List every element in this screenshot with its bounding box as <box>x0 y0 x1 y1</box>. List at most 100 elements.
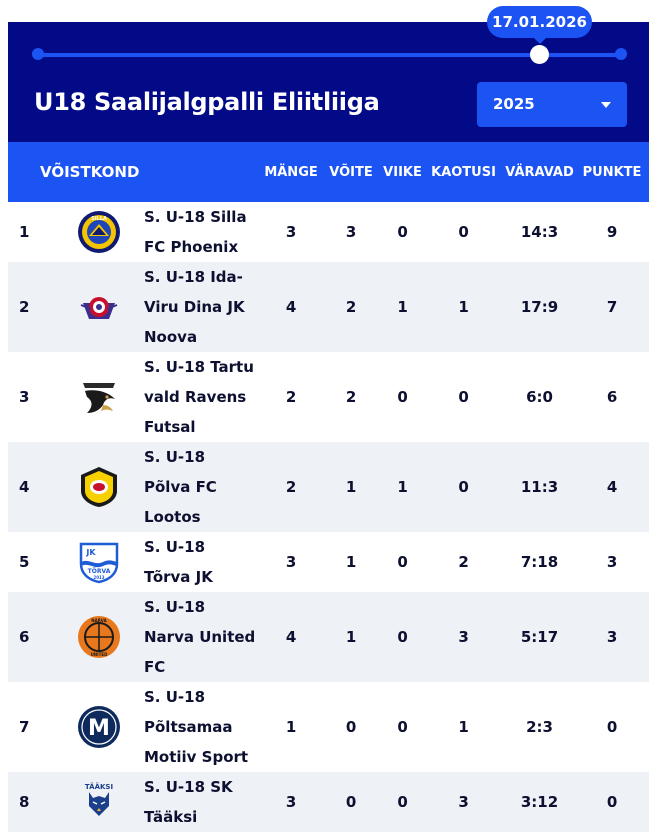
stat-goals: 14:3 <box>520 223 559 241</box>
stat-played: 2 <box>285 478 297 496</box>
team-logo-cell: TÄÄKSI <box>54 772 144 832</box>
table-row[interactable]: 5 JK TÕRVA 2013 S. U-18 Tõrva JK 3 1 <box>8 532 650 592</box>
stat-won: 1 <box>345 553 357 571</box>
chevron-down-icon <box>601 102 611 108</box>
team-name[interactable]: S. U-18 Narva United FC <box>144 598 256 676</box>
stat-points: 0 <box>606 718 618 736</box>
row-position: 5 <box>19 553 30 571</box>
col-header-lost[interactable]: KAOTUSI <box>431 164 496 180</box>
stat-played: 3 <box>285 223 297 241</box>
stat-goals: 7:18 <box>520 553 559 571</box>
shield-icon: JK TÕRVA 2013 <box>77 540 121 584</box>
team-logo-cell <box>54 442 144 532</box>
table-row[interactable]: 7 M S. U-18 Põltsamaa Motiiv Sport 1 0 0… <box>8 682 650 772</box>
stat-lost: 3 <box>458 628 469 646</box>
stat-drawn: 0 <box>397 223 408 241</box>
team-logo-cell: NARVA UNITED <box>54 592 144 682</box>
date-slider-handle[interactable] <box>530 45 549 64</box>
row-position: 4 <box>19 478 30 496</box>
stat-won: 0 <box>345 793 357 811</box>
stat-goals: 2:3 <box>526 718 553 736</box>
row-position: 1 <box>19 223 30 241</box>
row-position: 7 <box>19 718 30 736</box>
col-header-goals[interactable]: VÄRAVAD <box>505 164 574 180</box>
col-header-won[interactable]: VÕITE <box>329 164 373 180</box>
stat-drawn: 0 <box>397 553 408 571</box>
stat-points: 4 <box>606 478 618 496</box>
stat-won: 0 <box>345 718 357 736</box>
motiiv-logo-letter: M <box>88 716 110 741</box>
torva-logo-year: 2013 <box>93 575 104 580</box>
date-slider-start[interactable] <box>32 48 44 60</box>
row-position: 6 <box>19 628 30 646</box>
torva-logo-top: JK <box>85 548 96 557</box>
stat-goals: 17:9 <box>520 298 559 316</box>
stat-points: 7 <box>606 298 618 316</box>
table-header-row: VÕISTKOND MÄNGE VÕITE VIIKE KAOTUSI VÄRA… <box>8 142 650 202</box>
table-row[interactable]: 8 TÄÄKSI S. U-18 SK Tääksi 3 0 0 3 <box>8 772 650 832</box>
stat-goals: 11:3 <box>520 478 559 496</box>
col-header-drawn[interactable]: VIIKE <box>383 164 422 180</box>
silla-logo-text: SILLA <box>91 216 107 222</box>
team-logo-cell: JK TÕRVA 2013 <box>54 532 144 592</box>
team-logo-cell: SILLA <box>54 202 144 262</box>
table-row[interactable]: 4 S. U-18 Põlva FC Lootos 2 1 1 0 <box>8 442 650 532</box>
stat-lost: 0 <box>458 223 469 241</box>
stat-lost: 1 <box>458 718 469 736</box>
stat-goals: 3:12 <box>520 793 559 811</box>
stat-drawn: 0 <box>397 718 408 736</box>
col-header-played[interactable]: MÄNGE <box>264 164 318 180</box>
stat-lost: 0 <box>458 478 469 496</box>
date-slider-end[interactable] <box>615 48 627 60</box>
row-position: 8 <box>19 793 30 811</box>
narva-logo-top: NARVA <box>91 618 107 623</box>
table-row[interactable]: 6 NARVA UNITED S. U-18 Narva United FC 4 <box>8 592 650 682</box>
stat-drawn: 0 <box>397 793 408 811</box>
stat-drawn: 0 <box>397 388 408 406</box>
team-logo-cell <box>54 352 144 442</box>
standings-table: VÕISTKOND MÄNGE VÕITE VIIKE KAOTUSI VÄRA… <box>8 142 650 832</box>
stat-drawn: 1 <box>397 298 408 316</box>
shield-icon <box>77 465 121 509</box>
col-header-points[interactable]: PUNKTE <box>582 164 642 180</box>
stat-points: 9 <box>606 223 618 241</box>
table-row[interactable]: 1 SILLA S. U-18 Silla FC Phoenix <box>8 202 650 262</box>
stat-played: 3 <box>285 553 297 571</box>
season-select-value: 2025 <box>493 95 535 113</box>
team-name[interactable]: S. U-18 Ida-Viru Dina JK Noova <box>144 268 245 346</box>
wolf-icon: TÄÄKSI <box>77 780 121 824</box>
shield-icon: SILLA <box>77 210 121 254</box>
team-name[interactable]: S. U-18 SK Tääksi <box>144 778 233 826</box>
standings-widget: 17.01.2026 U18 Saalijalgpalli Eliitliiga… <box>8 6 650 832</box>
standings-header: 17.01.2026 U18 Saalijalgpalli Eliitliiga… <box>8 6 649 142</box>
date-slider-track[interactable] <box>38 53 622 57</box>
col-header-team[interactable]: VÕISTKOND <box>40 163 140 181</box>
table-row[interactable]: 3 S. U-18 Tartu vald Ravens Futsal 2 2 0 <box>8 352 650 442</box>
stat-points: 3 <box>606 553 618 571</box>
stat-won: 3 <box>345 223 357 241</box>
row-position: 3 <box>19 388 30 406</box>
stat-lost: 3 <box>458 793 469 811</box>
team-name[interactable]: S. U-18 Tõrva JK <box>144 538 213 586</box>
taaksi-logo-text: TÄÄKSI <box>85 782 113 791</box>
team-logo-cell <box>54 262 144 352</box>
stat-lost: 1 <box>458 298 469 316</box>
stat-drawn: 0 <box>397 628 408 646</box>
team-name[interactable]: S. U-18 Põlva FC Lootos <box>144 448 217 526</box>
stat-drawn: 1 <box>397 478 408 496</box>
stat-won: 2 <box>345 388 357 406</box>
stat-lost: 0 <box>458 388 469 406</box>
stat-played: 4 <box>285 628 297 646</box>
team-name[interactable]: S. U-18 Silla FC Phoenix <box>144 208 247 256</box>
team-name[interactable]: S. U-18 Põltsamaa Motiiv Sport <box>144 688 249 766</box>
stat-won: 1 <box>345 628 357 646</box>
team-name[interactable]: S. U-18 Tartu vald Ravens Futsal <box>144 358 254 436</box>
stat-points: 6 <box>606 388 618 406</box>
raven-icon <box>77 375 121 419</box>
season-select[interactable]: 2025 <box>477 82 627 127</box>
team-logo-cell: M <box>54 682 144 772</box>
shield-icon: M <box>77 705 121 749</box>
table-row[interactable]: 2 S. U-18 Ida-Viru Dina JK Noova 4 <box>8 262 650 352</box>
narva-logo-bottom: UNITED <box>91 652 109 657</box>
stat-played: 1 <box>285 718 297 736</box>
